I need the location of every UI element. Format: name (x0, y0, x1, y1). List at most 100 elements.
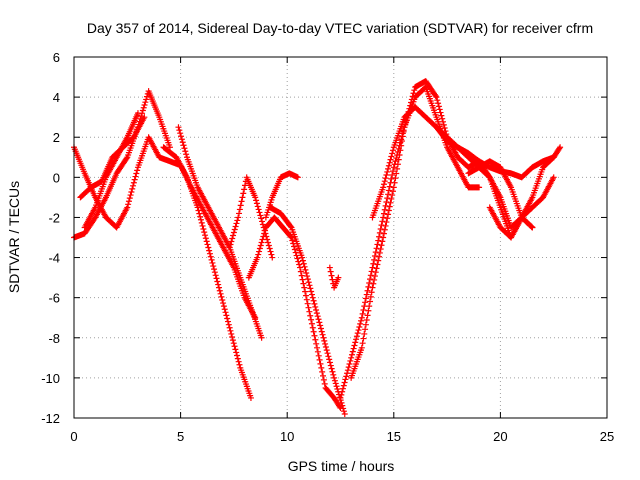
chart-title: Day 357 of 2014, Sidereal Day-to-day VTE… (87, 20, 593, 36)
data-point (297, 268, 304, 275)
data-point (221, 306, 228, 313)
x-tick-label: 20 (493, 429, 507, 444)
data-point (140, 104, 147, 111)
data-point (176, 127, 183, 134)
data-point (368, 268, 375, 275)
data-point (228, 330, 235, 337)
data-point (233, 220, 240, 227)
data-point (382, 202, 389, 209)
data-point (132, 173, 139, 180)
data-point (226, 244, 233, 251)
data-point (258, 239, 265, 246)
data-point (380, 181, 387, 188)
y-tick-label: -12 (41, 411, 60, 426)
data-point (195, 207, 202, 214)
data-point (328, 272, 335, 279)
data-point (205, 244, 212, 251)
data-point (385, 207, 392, 214)
data-point (329, 368, 336, 375)
data-point (361, 330, 368, 337)
y-tick-label: -4 (48, 251, 60, 266)
data-point (134, 110, 141, 117)
data-point (302, 292, 309, 299)
data-point (321, 380, 328, 387)
data-point (384, 215, 391, 222)
data-point (550, 174, 557, 181)
data-point (439, 115, 446, 122)
data-point (128, 188, 135, 195)
data-point (371, 256, 378, 263)
data-point (215, 281, 222, 288)
data-point (294, 255, 301, 262)
data-point (370, 260, 377, 267)
data-point (311, 300, 318, 307)
data-point (203, 238, 210, 245)
data-point (379, 238, 386, 245)
y-tick-label: -10 (41, 371, 60, 386)
data-point (265, 239, 272, 246)
data-point (380, 184, 387, 191)
data-point (476, 184, 483, 191)
data-point (123, 155, 130, 162)
data-point (234, 355, 241, 362)
data-point (330, 371, 337, 378)
data-point (238, 198, 245, 205)
grid-lines (74, 57, 607, 418)
data-point (355, 327, 362, 334)
data-point (389, 192, 396, 199)
data-point (375, 257, 382, 264)
data-point (235, 214, 242, 221)
data-point (389, 147, 396, 154)
data-point (307, 312, 314, 319)
data-point (126, 195, 133, 202)
data-point (339, 402, 346, 409)
data-point (294, 174, 301, 181)
data-point (394, 165, 401, 172)
data-point (344, 367, 351, 374)
data-point (291, 246, 298, 253)
data-point (388, 153, 395, 160)
data-point (437, 109, 444, 116)
data-point (309, 294, 316, 301)
data-point (348, 354, 355, 361)
data-point (198, 219, 205, 226)
data-point (399, 133, 406, 140)
data-point (381, 178, 388, 185)
data-point (340, 408, 347, 415)
data-point (389, 150, 396, 157)
data-point (139, 107, 146, 114)
data-point (219, 296, 226, 303)
data-point (364, 312, 371, 319)
data-point (367, 293, 374, 300)
data-point (366, 280, 373, 287)
y-tick-label: -6 (48, 291, 60, 306)
data-point (302, 266, 309, 273)
data-point (215, 284, 222, 291)
data-point (359, 310, 366, 317)
data-point (332, 380, 339, 387)
data-point (367, 298, 374, 305)
data-point (329, 276, 336, 283)
data-point (316, 319, 323, 326)
data-point (395, 156, 402, 163)
data-point (371, 253, 378, 260)
series-track-5 (160, 144, 254, 401)
data-point (389, 172, 396, 179)
data-point (298, 272, 305, 279)
data-point (353, 333, 360, 340)
data-point (125, 198, 132, 205)
data-point (252, 194, 259, 201)
data-point (310, 328, 317, 335)
data-point (440, 121, 447, 128)
data-point (266, 245, 273, 252)
data-point (387, 156, 394, 163)
data-point (336, 403, 343, 410)
data-point (239, 194, 246, 201)
data-point (223, 312, 230, 319)
data-point (386, 159, 393, 166)
data-point (387, 199, 394, 206)
data-point (386, 183, 393, 190)
data-point (254, 203, 261, 210)
data-point (400, 128, 407, 135)
y-tick-label: 2 (53, 130, 60, 145)
